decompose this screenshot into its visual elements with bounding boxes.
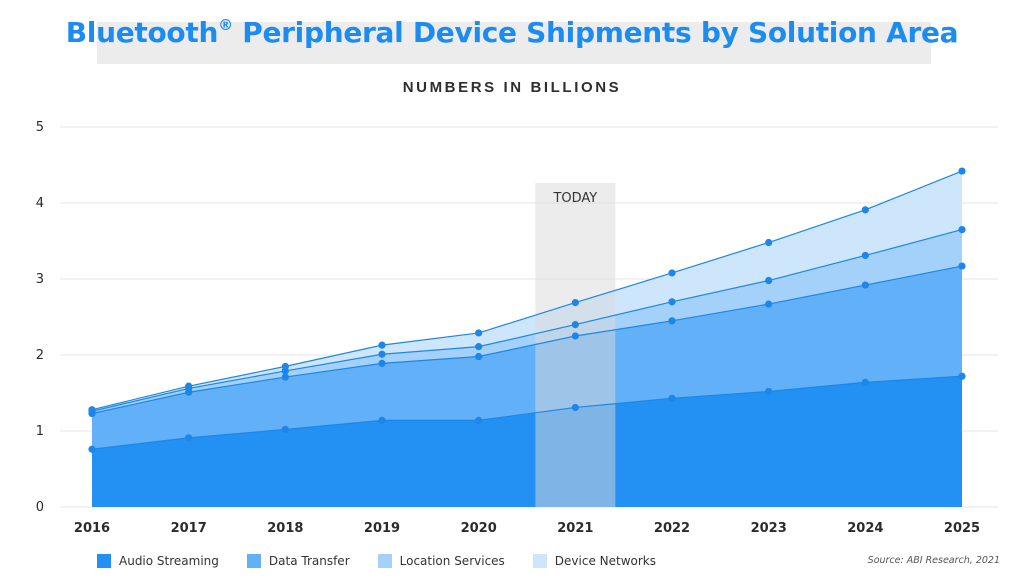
point-audio-streaming-2024 <box>861 378 869 386</box>
point-data-transfer-2025 <box>958 262 966 270</box>
legend-label: Data Transfer <box>268 554 350 568</box>
legend-label: Location Services <box>399 554 505 568</box>
line-device-networks <box>91 170 963 411</box>
point-data-transfer-2019 <box>378 359 386 367</box>
x-tick-label: 2019 <box>364 521 400 536</box>
point-device-networks-2021 <box>571 298 579 307</box>
area-data-transfer <box>92 266 962 450</box>
point-device-networks-2025 <box>958 167 966 175</box>
point-location-services-2025 <box>958 226 966 234</box>
title-band <box>97 22 931 64</box>
point-data-transfer-2024 <box>861 281 869 289</box>
registered-mark: ® <box>218 16 233 34</box>
y-tick-label: 5 <box>36 120 44 135</box>
point-audio-streaming-2023 <box>765 387 773 396</box>
x-tick-label: 2017 <box>171 521 207 536</box>
x-tick-label: 2024 <box>847 521 883 536</box>
x-tick-label: 2023 <box>751 521 787 536</box>
point-device-networks-2023 <box>765 238 773 247</box>
point-audio-streaming-2018 <box>281 425 289 434</box>
point-location-services-2019 <box>378 350 386 358</box>
x-tick-label: 2018 <box>267 521 303 536</box>
point-location-services-2024 <box>861 251 869 260</box>
point-location-services-2021 <box>571 321 579 329</box>
x-tick-label: 2020 <box>461 521 497 536</box>
legend-item: Audio Streaming <box>97 554 219 568</box>
area-location-services <box>92 229 962 414</box>
point-audio-streaming-2025 <box>958 372 966 380</box>
point-audio-streaming-2017 <box>185 434 193 442</box>
title-text: Bluetooth <box>65 16 219 49</box>
legend-item: Data Transfer <box>246 554 350 568</box>
x-tick-label: 2022 <box>654 521 690 536</box>
legend-label: Audio Streaming <box>119 554 219 568</box>
today-band <box>535 183 616 507</box>
point-location-services-2020 <box>475 343 483 351</box>
legend-swatch <box>246 554 261 568</box>
point-device-networks-2022 <box>668 269 676 277</box>
point-device-networks-2024 <box>861 206 869 214</box>
title-text-rest: Peripheral Device Shipments by Solution … <box>232 16 959 49</box>
point-data-transfer-2020 <box>475 352 483 361</box>
legend-swatch <box>97 554 111 568</box>
y-tick-label: 4 <box>36 196 44 211</box>
today-label: TODAY <box>552 191 597 206</box>
line-location-services <box>91 229 963 412</box>
point-device-networks-2018 <box>281 362 289 370</box>
y-tick-label: 1 <box>36 424 44 439</box>
y-tick-label: 0 <box>36 500 44 515</box>
line-audio-streaming <box>91 375 963 450</box>
point-data-transfer-2021 <box>571 332 579 340</box>
legend-item: Device Networks <box>532 554 657 568</box>
legend-item: Location Services <box>377 554 505 568</box>
page-title: Bluetooth® Peripheral Device Shipments b… <box>0 16 1024 49</box>
x-tick-label: 2025 <box>944 521 980 536</box>
point-audio-streaming-2021 <box>571 403 579 412</box>
point-data-transfer-2022 <box>668 317 676 325</box>
legend: Audio Streaming Data Transfer Location Ser… <box>97 552 684 570</box>
legend-label: Device Networks <box>554 554 657 568</box>
point-device-networks-2019 <box>378 341 386 349</box>
point-data-transfer-2023 <box>765 300 773 308</box>
x-tick-label: 2021 <box>557 521 593 536</box>
point-audio-streaming-2022 <box>668 394 676 402</box>
legend-swatch <box>532 554 547 568</box>
point-audio-streaming-2016 <box>88 445 96 453</box>
point-location-services-2023 <box>765 276 773 285</box>
point-audio-streaming-2020 <box>475 416 483 424</box>
line-data-transfer <box>91 265 963 415</box>
point-location-services-2022 <box>668 298 676 306</box>
area-audio-streaming <box>92 376 962 507</box>
chart-subtitle: NUMBERS IN BILLIONS <box>402 79 622 96</box>
point-audio-streaming-2019 <box>378 416 386 424</box>
y-tick-label: 3 <box>36 272 44 287</box>
point-device-networks-2017 <box>185 382 193 390</box>
x-tick-label: 2016 <box>74 521 110 536</box>
point-device-networks-2016 <box>88 406 96 414</box>
point-device-networks-2020 <box>475 329 483 337</box>
point-data-transfer-2018 <box>281 373 289 381</box>
legend-swatch <box>377 554 392 568</box>
y-tick-label: 2 <box>36 348 44 363</box>
source-note: Source: ABI Research, 2021 <box>867 555 1000 566</box>
